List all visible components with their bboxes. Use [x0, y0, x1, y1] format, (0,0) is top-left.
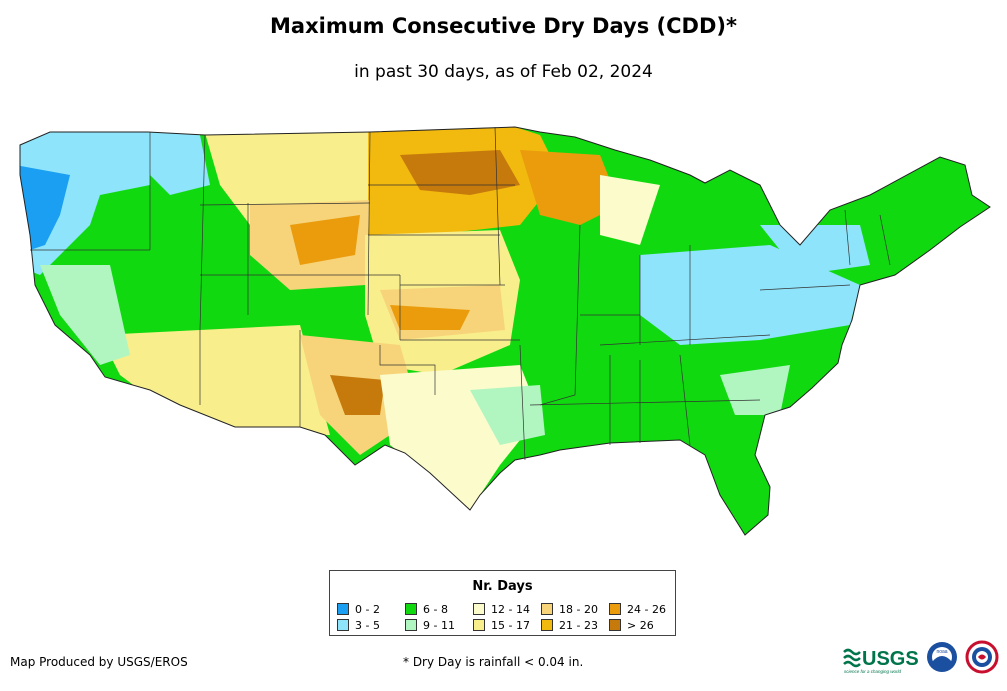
region-nm-dark: [330, 375, 385, 415]
legend-label: 15 - 17: [491, 618, 530, 632]
legend-item-6-8: 6 - 8: [405, 601, 473, 617]
region-wi-mint: [600, 175, 660, 245]
legend-label: 18 - 20: [559, 602, 598, 616]
region-southwest: [100, 325, 330, 435]
legend-label: > 26: [627, 618, 654, 632]
legend: Nr. Days 0 - 2 6 - 8 12 - 14 18 - 20 24 …: [329, 570, 676, 636]
legend-swatch: [473, 619, 485, 631]
legend-grid: 0 - 2 6 - 8 12 - 14 18 - 20 24 - 26 3 - …: [337, 601, 671, 633]
legend-item-over-26: > 26: [609, 617, 671, 633]
legend-label: 0 - 2: [355, 602, 380, 616]
legend-swatch: [541, 619, 553, 631]
legend-swatch: [541, 603, 553, 615]
agency-logos: USGS science for a changing world noaa: [843, 640, 999, 674]
region-nd-darkest: [400, 150, 520, 195]
legend-item-3-5: 3 - 5: [337, 617, 405, 633]
usgs-tagline: science for a changing world: [844, 669, 902, 674]
region-california-mint: [40, 265, 130, 365]
legend-label: 24 - 26: [627, 602, 666, 616]
legend-label: 6 - 8: [423, 602, 448, 616]
us-cdd-map: [19, 126, 991, 536]
region-kansas-dark: [390, 305, 470, 330]
legend-swatch: [337, 603, 349, 615]
region-mn-orange: [520, 150, 620, 225]
nws-logo: [965, 640, 999, 674]
legend-item-15-17: 15 - 17: [473, 617, 541, 633]
noaa-logo: noaa: [927, 642, 957, 672]
legend-label: 3 - 5: [355, 618, 380, 632]
legend-item-24-26: 24 - 26: [609, 601, 671, 617]
legend-swatch: [337, 619, 349, 631]
map-title: Maximum Consecutive Dry Days (CDD)*: [270, 14, 737, 38]
region-texas-mint: [470, 385, 545, 445]
region-idaho-blue: [150, 130, 210, 195]
dry-day-note: * Dry Day is rainfall < 0.04 in.: [403, 655, 584, 669]
legend-label: 21 - 23: [559, 618, 598, 632]
usgs-logo: USGS science for a changing world: [843, 648, 919, 674]
usgs-wordmark: USGS: [862, 648, 919, 670]
legend-label: 12 - 14: [491, 602, 530, 616]
state-borders: [30, 126, 891, 461]
legend-item-12-14: 12 - 14: [473, 601, 541, 617]
legend-swatch: [405, 603, 417, 615]
region-ny-blue: [760, 225, 870, 275]
legend-swatch: [473, 603, 485, 615]
legend-swatch: [609, 619, 621, 631]
region-pacific-nw: [20, 130, 150, 275]
noaa-wordmark: noaa: [936, 649, 947, 655]
region-wy-dark: [290, 215, 360, 265]
map-subtitle: in past 30 days, as of Feb 02, 2024: [354, 62, 653, 82]
legend-title: Nr. Days: [472, 579, 533, 594]
map-credit: Map Produced by USGS/EROS: [10, 655, 188, 669]
legend-label: 9 - 11: [423, 618, 455, 632]
legend-swatch: [609, 603, 621, 615]
legend-swatch: [405, 619, 417, 631]
legend-item-0-2: 0 - 2: [337, 601, 405, 617]
legend-item-9-11: 9 - 11: [405, 617, 473, 633]
legend-item-18-20: 18 - 20: [541, 601, 609, 617]
region-carolina-mint: [720, 365, 790, 415]
legend-item-21-23: 21 - 23: [541, 617, 609, 633]
